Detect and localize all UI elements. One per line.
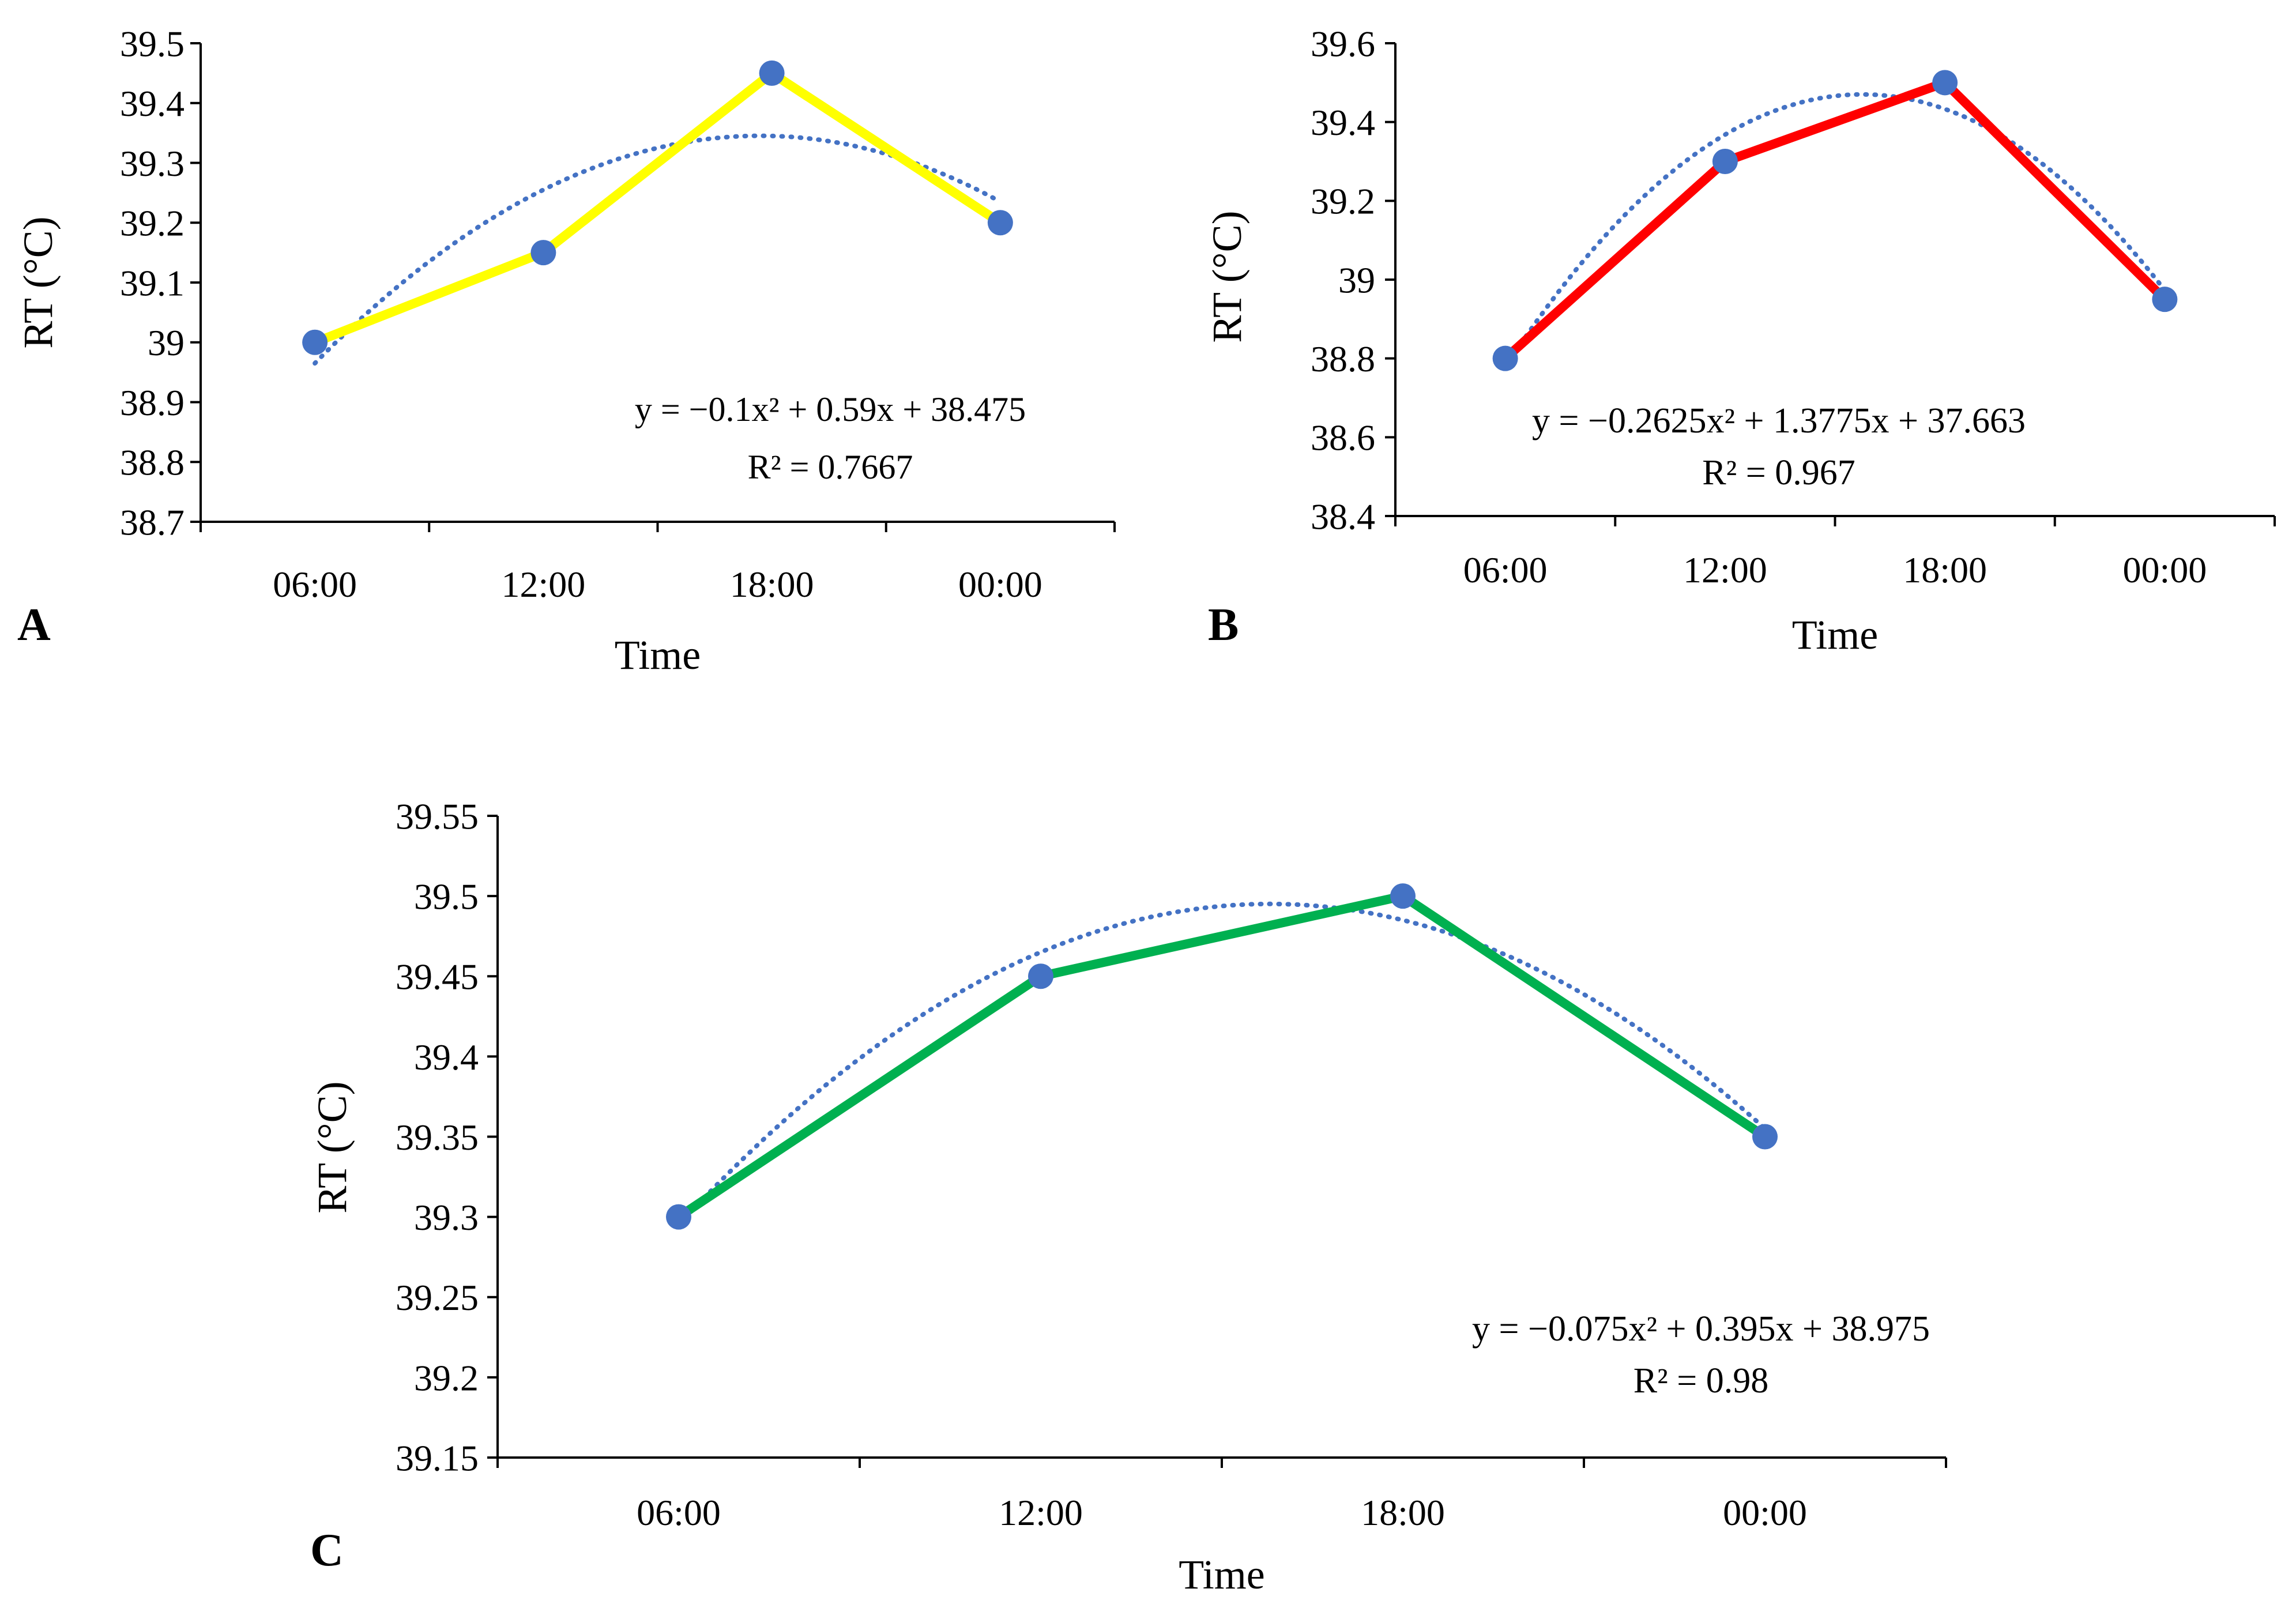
data-point	[666, 1204, 691, 1230]
y-tick-label: 39.3	[414, 1197, 479, 1238]
y-tick-label: 38.8	[120, 442, 185, 483]
x-tick-label: 12:00	[501, 564, 585, 605]
series-line	[313, 67, 1003, 347]
y-tick-label: 38.7	[120, 502, 185, 543]
y-tick-label: 39.2	[120, 203, 185, 244]
y-tick-label: 39.45	[396, 957, 479, 997]
y-tick-label: 39.4	[120, 83, 185, 124]
trend-r-squared: R² = 0.98	[1633, 1361, 1768, 1400]
chart-panel-a: 38.7 38.8 38.9 39 39.1 39.2 39.3 39.4 39.5 06:00 1…	[15, 23, 1116, 678]
panel-label: B	[1208, 600, 1239, 650]
data-point	[302, 329, 328, 355]
y-tick-label: 39.3	[120, 143, 185, 184]
data-point	[1390, 883, 1416, 909]
panel-label: C	[310, 1525, 344, 1576]
y-axis-title: RT (°C)	[1204, 210, 1250, 342]
x-axis-title: Time	[1179, 1552, 1264, 1598]
data-point	[1028, 963, 1053, 989]
y-tick-label: 39	[148, 322, 185, 363]
panel-label: A	[17, 600, 51, 650]
y-tick-label: 39.4	[1311, 102, 1375, 143]
trend-equation: y = −0.1x² + 0.59x + 38.475	[635, 390, 1026, 428]
chart-panel-b: 38.4 38.6 38.8 39 39.2 39.4 39.6 06:00 12:00 18:0…	[1204, 23, 2276, 658]
y-tick-label: 39.2	[414, 1357, 479, 1398]
y-tick-label: 39.35	[396, 1117, 479, 1158]
x-tick-label: 18:00	[1361, 1492, 1445, 1533]
charts-container: 38.7 38.8 38.9 39 39.1 39.2 39.3 39.4 39.5 06:00 1…	[15, 23, 2276, 1598]
x-tick-label: 06:00	[1463, 549, 1548, 590]
data-point	[1932, 70, 1958, 96]
trend-equation: y = −0.075x² + 0.395x + 38.975	[1472, 1309, 1930, 1349]
trend-r-squared: R² = 0.7667	[748, 448, 913, 486]
y-tick-label: 39.6	[1311, 23, 1375, 64]
data-point	[1492, 345, 1518, 371]
x-tick-label: 18:00	[730, 564, 814, 605]
y-tick-label: 39.2	[1311, 181, 1375, 222]
y-tick-label: 38.8	[1311, 338, 1375, 379]
y-axis-title: RT (°C)	[15, 216, 61, 348]
x-tick-label: 12:00	[1683, 549, 1767, 590]
data-point	[1712, 149, 1738, 174]
x-tick-label: 06:00	[273, 564, 357, 605]
y-tick-label: 39.5	[120, 23, 185, 64]
y-tick-label: 39.4	[414, 1037, 479, 1078]
x-tick-label: 12:00	[999, 1492, 1083, 1533]
data-point	[987, 210, 1013, 236]
data-point	[530, 240, 556, 266]
y-tick-label: 39.15	[396, 1437, 479, 1478]
y-tick-label: 38.4	[1311, 496, 1375, 537]
y-tick-label: 39.5	[414, 876, 479, 917]
series-line	[676, 891, 1768, 1221]
y-tick-label: 39.55	[396, 796, 479, 837]
y-tick-label: 39	[1338, 259, 1375, 300]
x-axis-title: Time	[615, 632, 701, 678]
chart-panel-c: 39.15 39.2 39.25 39.3 39.35 39.4 39.45 39.5 39.5…	[309, 796, 1947, 1598]
data-point	[759, 60, 785, 86]
x-tick-label: 06:00	[637, 1492, 721, 1533]
x-tick-label: 00:00	[2122, 549, 2207, 590]
trend-equation: y = −0.2625x² + 1.3775x + 37.663	[1532, 401, 2026, 440]
data-point	[1752, 1124, 1778, 1150]
x-tick-label: 00:00	[1723, 1492, 1807, 1533]
trend-r-squared: R² = 0.967	[1702, 453, 1855, 492]
x-axis-title: Time	[1792, 612, 1878, 658]
y-tick-label: 39.1	[120, 262, 185, 303]
x-tick-label: 00:00	[958, 564, 1042, 605]
trendline	[676, 901, 1767, 1228]
x-tick-label: 18:00	[1903, 549, 1987, 590]
data-point	[2152, 287, 2178, 312]
y-tick-label: 38.6	[1311, 417, 1375, 458]
y-tick-label: 39.25	[396, 1277, 479, 1318]
y-tick-label: 38.9	[120, 382, 185, 423]
y-axis-title: RT (°C)	[309, 1081, 355, 1213]
series-line	[1502, 77, 2169, 362]
